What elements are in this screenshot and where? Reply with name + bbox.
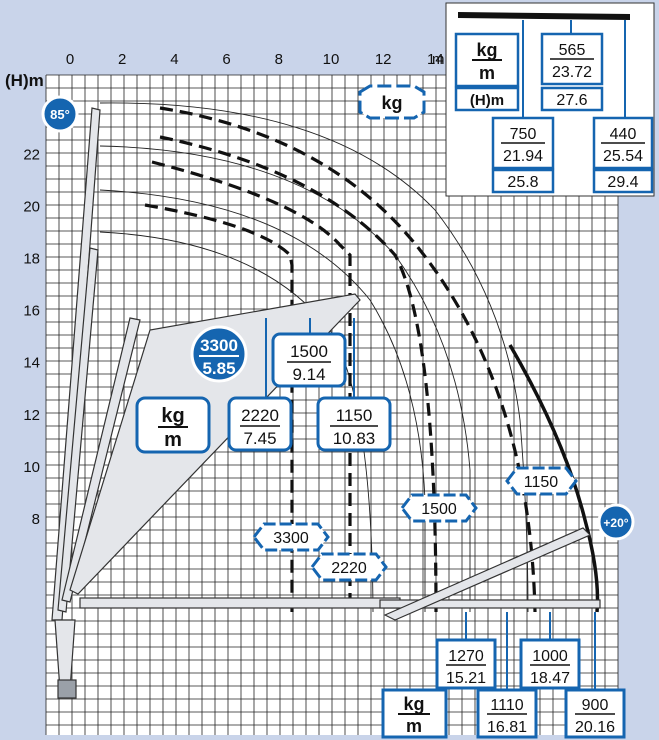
x-tick-label: 14	[427, 51, 444, 68]
x-axis-unit: m	[432, 51, 445, 68]
curve-label-2220: 2220	[310, 552, 388, 582]
bottom-load-box-3: 900 20.16	[564, 688, 626, 739]
mid-load-m-0: 9.14	[292, 365, 325, 384]
highlight-load-m: 5.85	[202, 359, 235, 378]
y-tick-label: 18	[23, 251, 40, 268]
bottom-load-m-0: 15.21	[446, 670, 486, 687]
curve-label-text-1500: 1500	[421, 501, 457, 518]
x-tick-label: 8	[275, 51, 283, 68]
angle-min-label: +20°	[603, 516, 628, 530]
angle-max-label: 85°	[50, 107, 70, 122]
bottom-load-kg-2: 1110	[490, 697, 523, 714]
x-tick-label: 0	[66, 51, 74, 68]
x-tick-label: 2	[118, 51, 126, 68]
bottom-load-kg-3: 900	[582, 697, 609, 714]
x-tick-label: 4	[170, 51, 178, 68]
mid-load-box-2: 1150 10.83	[316, 396, 392, 452]
inset-h-1: 25.8	[507, 174, 538, 191]
unit-block-bottom-m: m	[406, 716, 422, 736]
curve-label-text-3300: 3300	[273, 530, 309, 547]
bottom-load-box-2: 1110 16.81	[476, 688, 538, 739]
bottom-load-m-2: 16.81	[487, 719, 527, 736]
bottom-load-m-3: 20.16	[575, 719, 615, 736]
angle-badge-min: +20°	[597, 503, 635, 541]
bottom-load-box-0: 1270 15.21	[435, 638, 497, 690]
mid-load-kg-0: 1500	[290, 342, 328, 361]
unit-block-m: m	[164, 429, 182, 451]
y-tick-label: 10	[23, 459, 40, 476]
inset-kg-2: 440	[610, 126, 637, 143]
mid-load-kg-1: 2220	[241, 406, 279, 425]
mid-load-box-0: 1500 9.14	[271, 332, 347, 388]
load-curve-solid	[508, 344, 600, 613]
mid-load-m-2: 10.83	[333, 429, 376, 448]
inset-m-2: 25.54	[603, 148, 643, 165]
unit-block-bottom: kg m	[381, 688, 448, 739]
unit-block-main: kg m	[135, 396, 211, 454]
bottom-load-box-1: 1000 18.47	[519, 638, 581, 690]
bottom-connectors	[465, 612, 596, 690]
y-tick-label: 16	[23, 303, 40, 320]
inset-m-1: 21.94	[503, 148, 543, 165]
bottom-load-kg-1: 1000	[532, 648, 568, 665]
y-tick-label: 12	[23, 407, 40, 424]
highlight-load-kg: 3300	[200, 336, 238, 355]
angle-badge-max: 85°	[41, 95, 79, 133]
y-tick-label: 20	[23, 198, 40, 215]
mid-load-box-1: 2220 7.45	[227, 396, 293, 452]
mid-connectors	[265, 318, 355, 398]
curve-label-text-2220: 2220	[331, 560, 367, 577]
inset-kg-1: 750	[510, 126, 537, 143]
y-tick-label: 22	[23, 146, 40, 163]
x-tick-label: 6	[222, 51, 230, 68]
unit-block-kg: kg	[161, 405, 184, 427]
curve-label-3300: 3300	[252, 522, 330, 552]
inset-unit-m: m	[479, 63, 495, 83]
bottom-load-kg-0: 1270	[448, 648, 484, 665]
inset-unit-kg: kg	[476, 40, 497, 60]
unit-tag-kg: kg	[358, 84, 426, 120]
curve-label-1150: 1150	[505, 466, 578, 496]
inset-h-2: 29.4	[607, 174, 638, 191]
x-axis-ticks: 0 2 4 6 8 10 12 14	[66, 51, 444, 68]
y-tick-label: 8	[32, 511, 40, 528]
y-tick-label: 14	[23, 355, 40, 372]
unit-block-bottom-kg: kg	[403, 694, 424, 714]
y-axis-ticks: 8 10 12 14 16 18 20 22	[23, 146, 40, 528]
highlight-load-badge: 3300 5.85	[190, 325, 248, 383]
inset-extension-table: kg m (H)m 565 23.72 27.6 750 21.94 25.8 …	[445, 2, 655, 197]
x-tick-label: 10	[323, 51, 340, 68]
unit-tag-text: kg	[381, 93, 402, 113]
mid-load-kg-2: 1150	[336, 406, 373, 425]
inset-m-0: 23.72	[552, 64, 592, 81]
inset-h-0: 27.6	[556, 92, 587, 109]
x-tick-label: 12	[375, 51, 392, 68]
curve-label-1500: 1500	[400, 493, 478, 523]
y-axis-unit: (H)m	[5, 71, 44, 90]
inset-height-label: (H)m	[470, 92, 504, 109]
curve-label-text-1150: 1150	[524, 474, 559, 491]
mid-load-m-1: 7.45	[243, 429, 276, 448]
bottom-load-m-1: 18.47	[530, 670, 570, 687]
inset-kg-0: 565	[559, 42, 586, 59]
inset-boom-icon	[458, 12, 630, 20]
